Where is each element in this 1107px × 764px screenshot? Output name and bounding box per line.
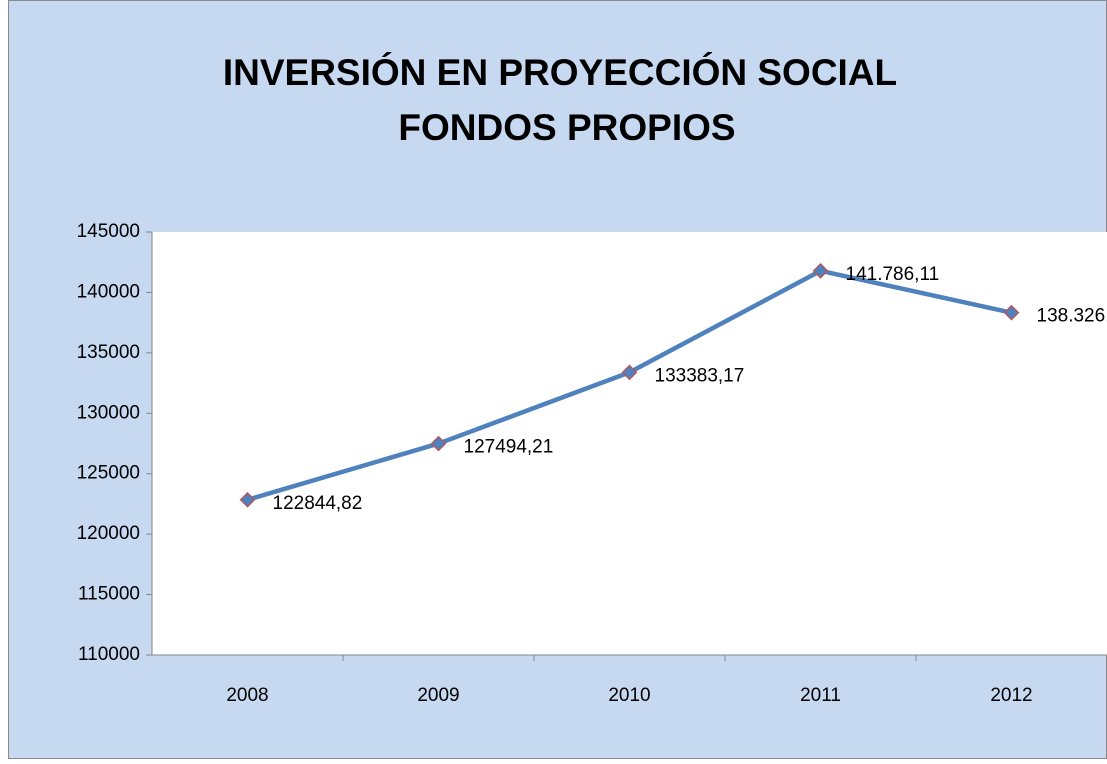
y-tick-label: 125000 (77, 463, 140, 484)
y-tick-label: 120000 (77, 523, 140, 544)
y-tick-label: 140000 (77, 281, 140, 302)
data-label: 127494,21 (464, 437, 554, 458)
plot-area (152, 232, 1107, 655)
data-label: 138.326,04 (1037, 306, 1107, 327)
chart-title: FONDOS PROPIOS (398, 107, 735, 148)
y-tick-label: 115000 (78, 584, 140, 605)
y-tick-label: 130000 (77, 402, 140, 423)
data-label: 141.786,11 (846, 264, 940, 285)
y-tick-label: 110000 (78, 644, 140, 665)
x-tick-label: 2008 (226, 685, 268, 706)
x-tick-label: 2010 (608, 685, 650, 706)
x-tick-label: 2012 (990, 685, 1032, 706)
chart-title: INVERSIÓN EN PROYECCIÓN SOCIAL (223, 51, 897, 93)
x-tick-label: 2009 (417, 685, 459, 706)
data-label: 122844,82 (273, 493, 363, 514)
data-label: 133383,17 (655, 365, 745, 386)
y-tick-label: 145000 (77, 221, 140, 242)
x-tick-label: 2011 (800, 685, 841, 706)
y-tick-label: 135000 (77, 342, 140, 363)
